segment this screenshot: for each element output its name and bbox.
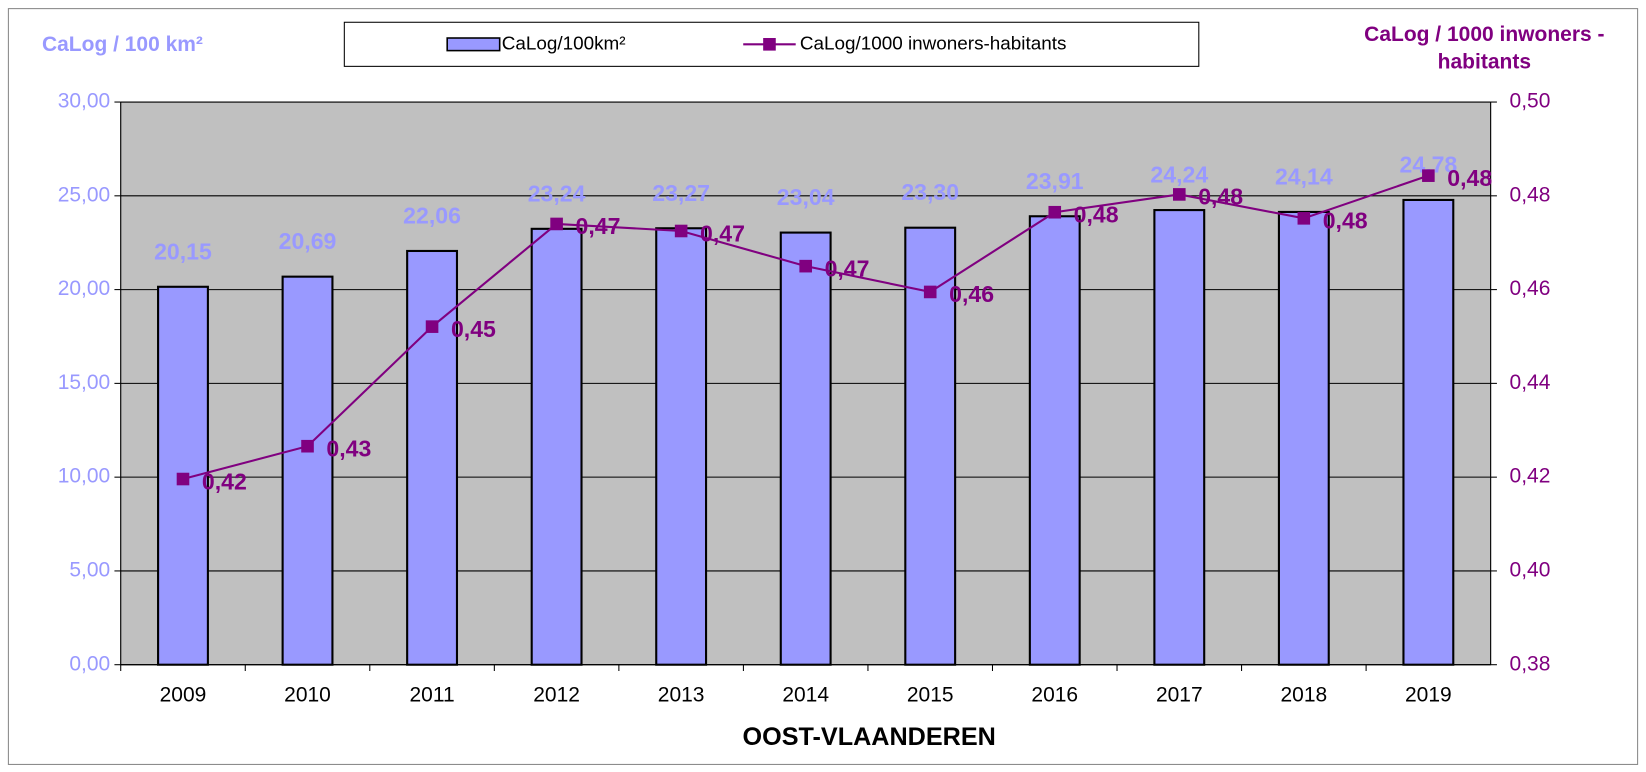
y2-tick-label: 0,44 xyxy=(1510,371,1551,394)
x-tick-label: 2010 xyxy=(284,684,331,707)
y-tick-label: 5,00 xyxy=(69,558,110,581)
line-marker xyxy=(799,259,812,273)
line-value-label: 0,47 xyxy=(700,220,745,246)
line-value-label: 0,47 xyxy=(575,213,620,239)
bar-value-label: 20,69 xyxy=(279,228,337,254)
bar-value-label: 22,06 xyxy=(403,202,461,228)
bar-value-label: 23,91 xyxy=(1026,168,1084,194)
x-tick-label: 2016 xyxy=(1031,684,1078,707)
line-marker xyxy=(1297,212,1311,225)
line-marker xyxy=(176,472,190,486)
line-marker xyxy=(550,217,563,231)
line-value-label: 0,45 xyxy=(451,316,496,342)
y2-tick-label: 0,38 xyxy=(1510,652,1551,675)
legend-marker xyxy=(763,38,776,51)
y-tick-label: 10,00 xyxy=(58,465,111,488)
line-value-label: 0,48 xyxy=(1447,165,1492,191)
legend-label: CaLog/100km² xyxy=(502,33,626,54)
bar xyxy=(904,226,957,666)
bar xyxy=(530,227,583,666)
x-tick-label: 2012 xyxy=(533,684,580,707)
bar-value-label: 24,14 xyxy=(1275,163,1333,189)
bar-value-label: 24,24 xyxy=(1150,162,1208,188)
bar xyxy=(281,275,334,666)
bar-value-label: 20,15 xyxy=(154,238,212,264)
y2-tick-label: 0,40 xyxy=(1510,558,1551,581)
line-marker xyxy=(1172,188,1186,201)
x-tick-label: 2009 xyxy=(160,684,207,707)
line-value-label: 0,48 xyxy=(1198,184,1243,210)
y-axis-title: CaLog / 100 km² xyxy=(42,33,203,56)
y-tick-label: 30,00 xyxy=(58,90,111,113)
y-tick-label: 25,00 xyxy=(58,183,111,206)
line-value-label: 0,48 xyxy=(1323,208,1368,234)
y-tick-label: 0,00 xyxy=(69,652,110,675)
bar xyxy=(1153,209,1206,666)
bar-value-label: 23,27 xyxy=(652,180,710,206)
line-value-label: 0,47 xyxy=(825,255,870,281)
line-marker xyxy=(674,224,688,238)
x-tick-label: 2014 xyxy=(782,684,829,707)
bar xyxy=(1277,210,1330,666)
bar xyxy=(779,231,832,666)
legend-label: CaLog/1000 inwoners-habitants xyxy=(800,33,1067,54)
bar xyxy=(406,249,459,666)
line-marker xyxy=(1422,169,1435,182)
line-value-label: 0,43 xyxy=(326,435,371,461)
bar-value-label: 23,24 xyxy=(528,180,586,206)
y-tick-label: 20,00 xyxy=(58,277,111,300)
legend-swatch xyxy=(446,37,501,52)
y2-axis-title-box: CaLog / 1000 inwoners - habitants xyxy=(1364,23,1605,74)
bar xyxy=(1028,215,1081,666)
line-marker xyxy=(425,320,439,333)
y2-tick-label: 0,50 xyxy=(1510,90,1551,113)
line-value-label: 0,48 xyxy=(1074,202,1119,228)
x-tick-label: 2017 xyxy=(1156,684,1203,707)
bar-value-label: 23,04 xyxy=(777,184,835,210)
bar xyxy=(1402,198,1455,666)
bar-value-label: 23,30 xyxy=(901,179,959,205)
x-tick-label: 2019 xyxy=(1405,684,1452,707)
x-tick-label: 2013 xyxy=(658,684,705,707)
bar xyxy=(655,227,708,666)
y-tick-label: 15,00 xyxy=(58,371,111,394)
y2-axis-title: CaLog / 1000 inwoners - habitants xyxy=(1364,23,1605,74)
line-value-label: 0,46 xyxy=(949,281,994,307)
x-tick-label: 2011 xyxy=(410,684,455,707)
x-tick-label: 2018 xyxy=(1280,684,1327,707)
line-marker xyxy=(301,439,314,453)
y2-tick-label: 0,46 xyxy=(1510,277,1551,300)
y2-tick-label: 0,42 xyxy=(1510,465,1551,488)
line-marker xyxy=(923,285,937,299)
line-marker xyxy=(1048,205,1062,219)
y2-tick-label: 0,48 xyxy=(1510,183,1551,206)
line-value-label: 0,42 xyxy=(202,468,247,494)
x-axis-title: OOST-VLAANDEREN xyxy=(743,723,996,751)
x-tick-label: 2015 xyxy=(907,684,954,707)
